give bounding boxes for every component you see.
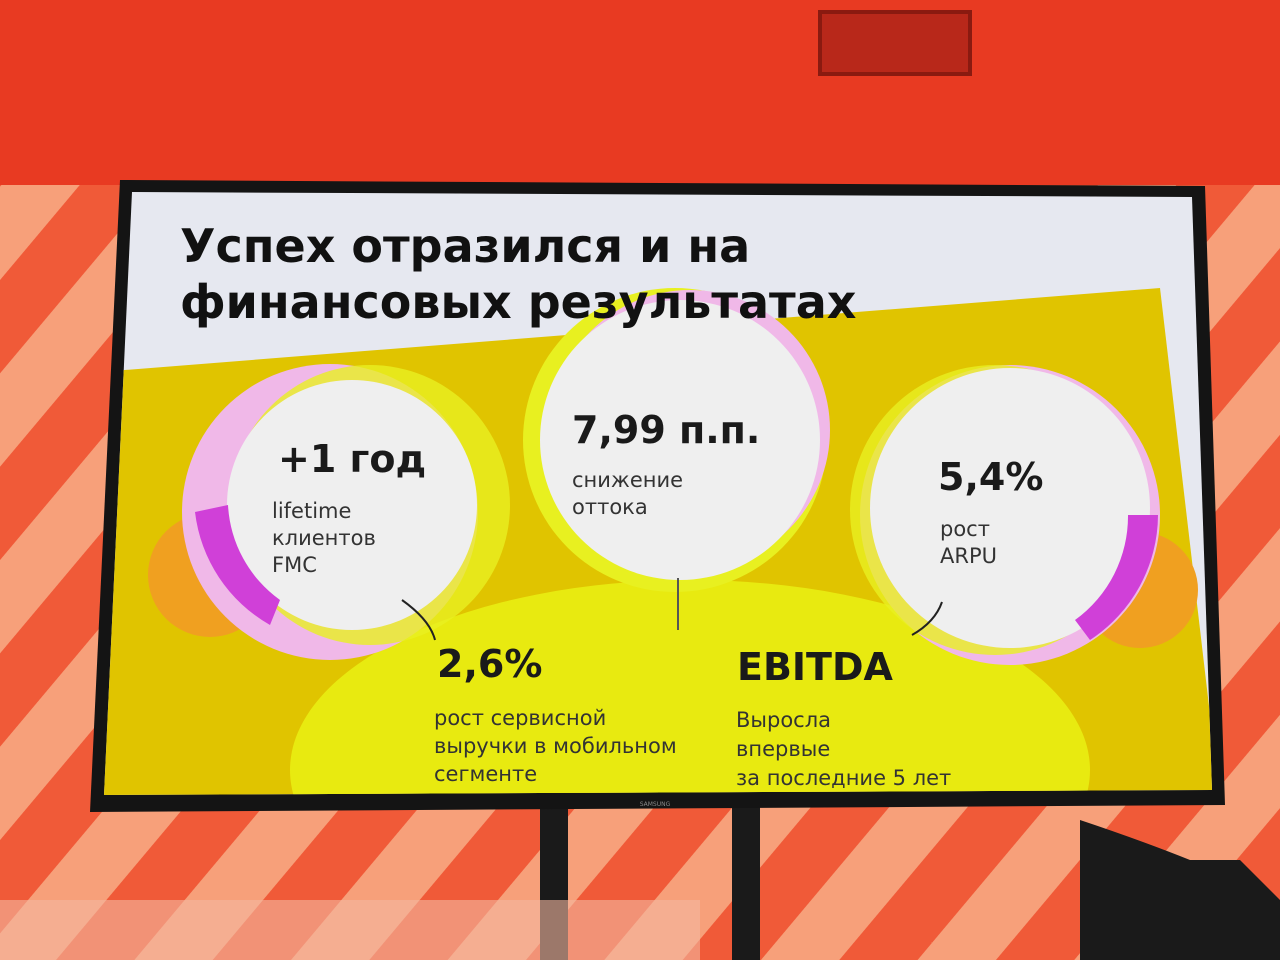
cake bbox=[0, 900, 700, 960]
circle bbox=[540, 300, 820, 580]
brand: SAMSUNG bbox=[640, 801, 671, 808]
vent bbox=[818, 10, 972, 76]
title: финансовых результатах bbox=[180, 275, 856, 329]
metric-label: ARPU bbox=[940, 544, 997, 568]
ceiling bbox=[0, 0, 1280, 185]
stand bbox=[732, 805, 760, 960]
circle bbox=[870, 368, 1150, 648]
metric-label: снижение bbox=[572, 468, 683, 492]
metric-value: 7,99 п.п. bbox=[572, 408, 760, 452]
metric-label: выручки в мобильном bbox=[434, 734, 677, 758]
metric-label: рост сервисной bbox=[434, 706, 606, 730]
metric-label: впервые bbox=[736, 737, 830, 761]
arc bbox=[1075, 515, 1158, 640]
yellow-blob bbox=[290, 580, 1090, 795]
metric-value: 2,6% bbox=[437, 642, 542, 686]
metric-label: оттока bbox=[572, 495, 648, 519]
metric-label: lifetime bbox=[272, 499, 351, 523]
circle bbox=[227, 380, 477, 630]
metric-label: клиентов bbox=[272, 526, 376, 550]
arc bbox=[195, 505, 280, 625]
slide: Успех отразился и на финансовых результа… bbox=[104, 192, 1212, 795]
metric-value: 5,4% bbox=[938, 455, 1043, 499]
person bbox=[1080, 820, 1280, 960]
metric-label: за последние 5 лет bbox=[736, 766, 951, 790]
metric-label: сегменте bbox=[434, 762, 537, 786]
connector bbox=[401, 599, 436, 641]
metric-label: рост bbox=[940, 517, 990, 541]
metric-value: EBITDA bbox=[737, 645, 894, 689]
title: Успех отразился и на bbox=[180, 219, 750, 273]
metric-label: FMC bbox=[272, 553, 317, 577]
connector bbox=[911, 601, 943, 636]
metric-value: +1 год bbox=[278, 437, 426, 481]
metric-label: Выросла bbox=[736, 708, 831, 732]
